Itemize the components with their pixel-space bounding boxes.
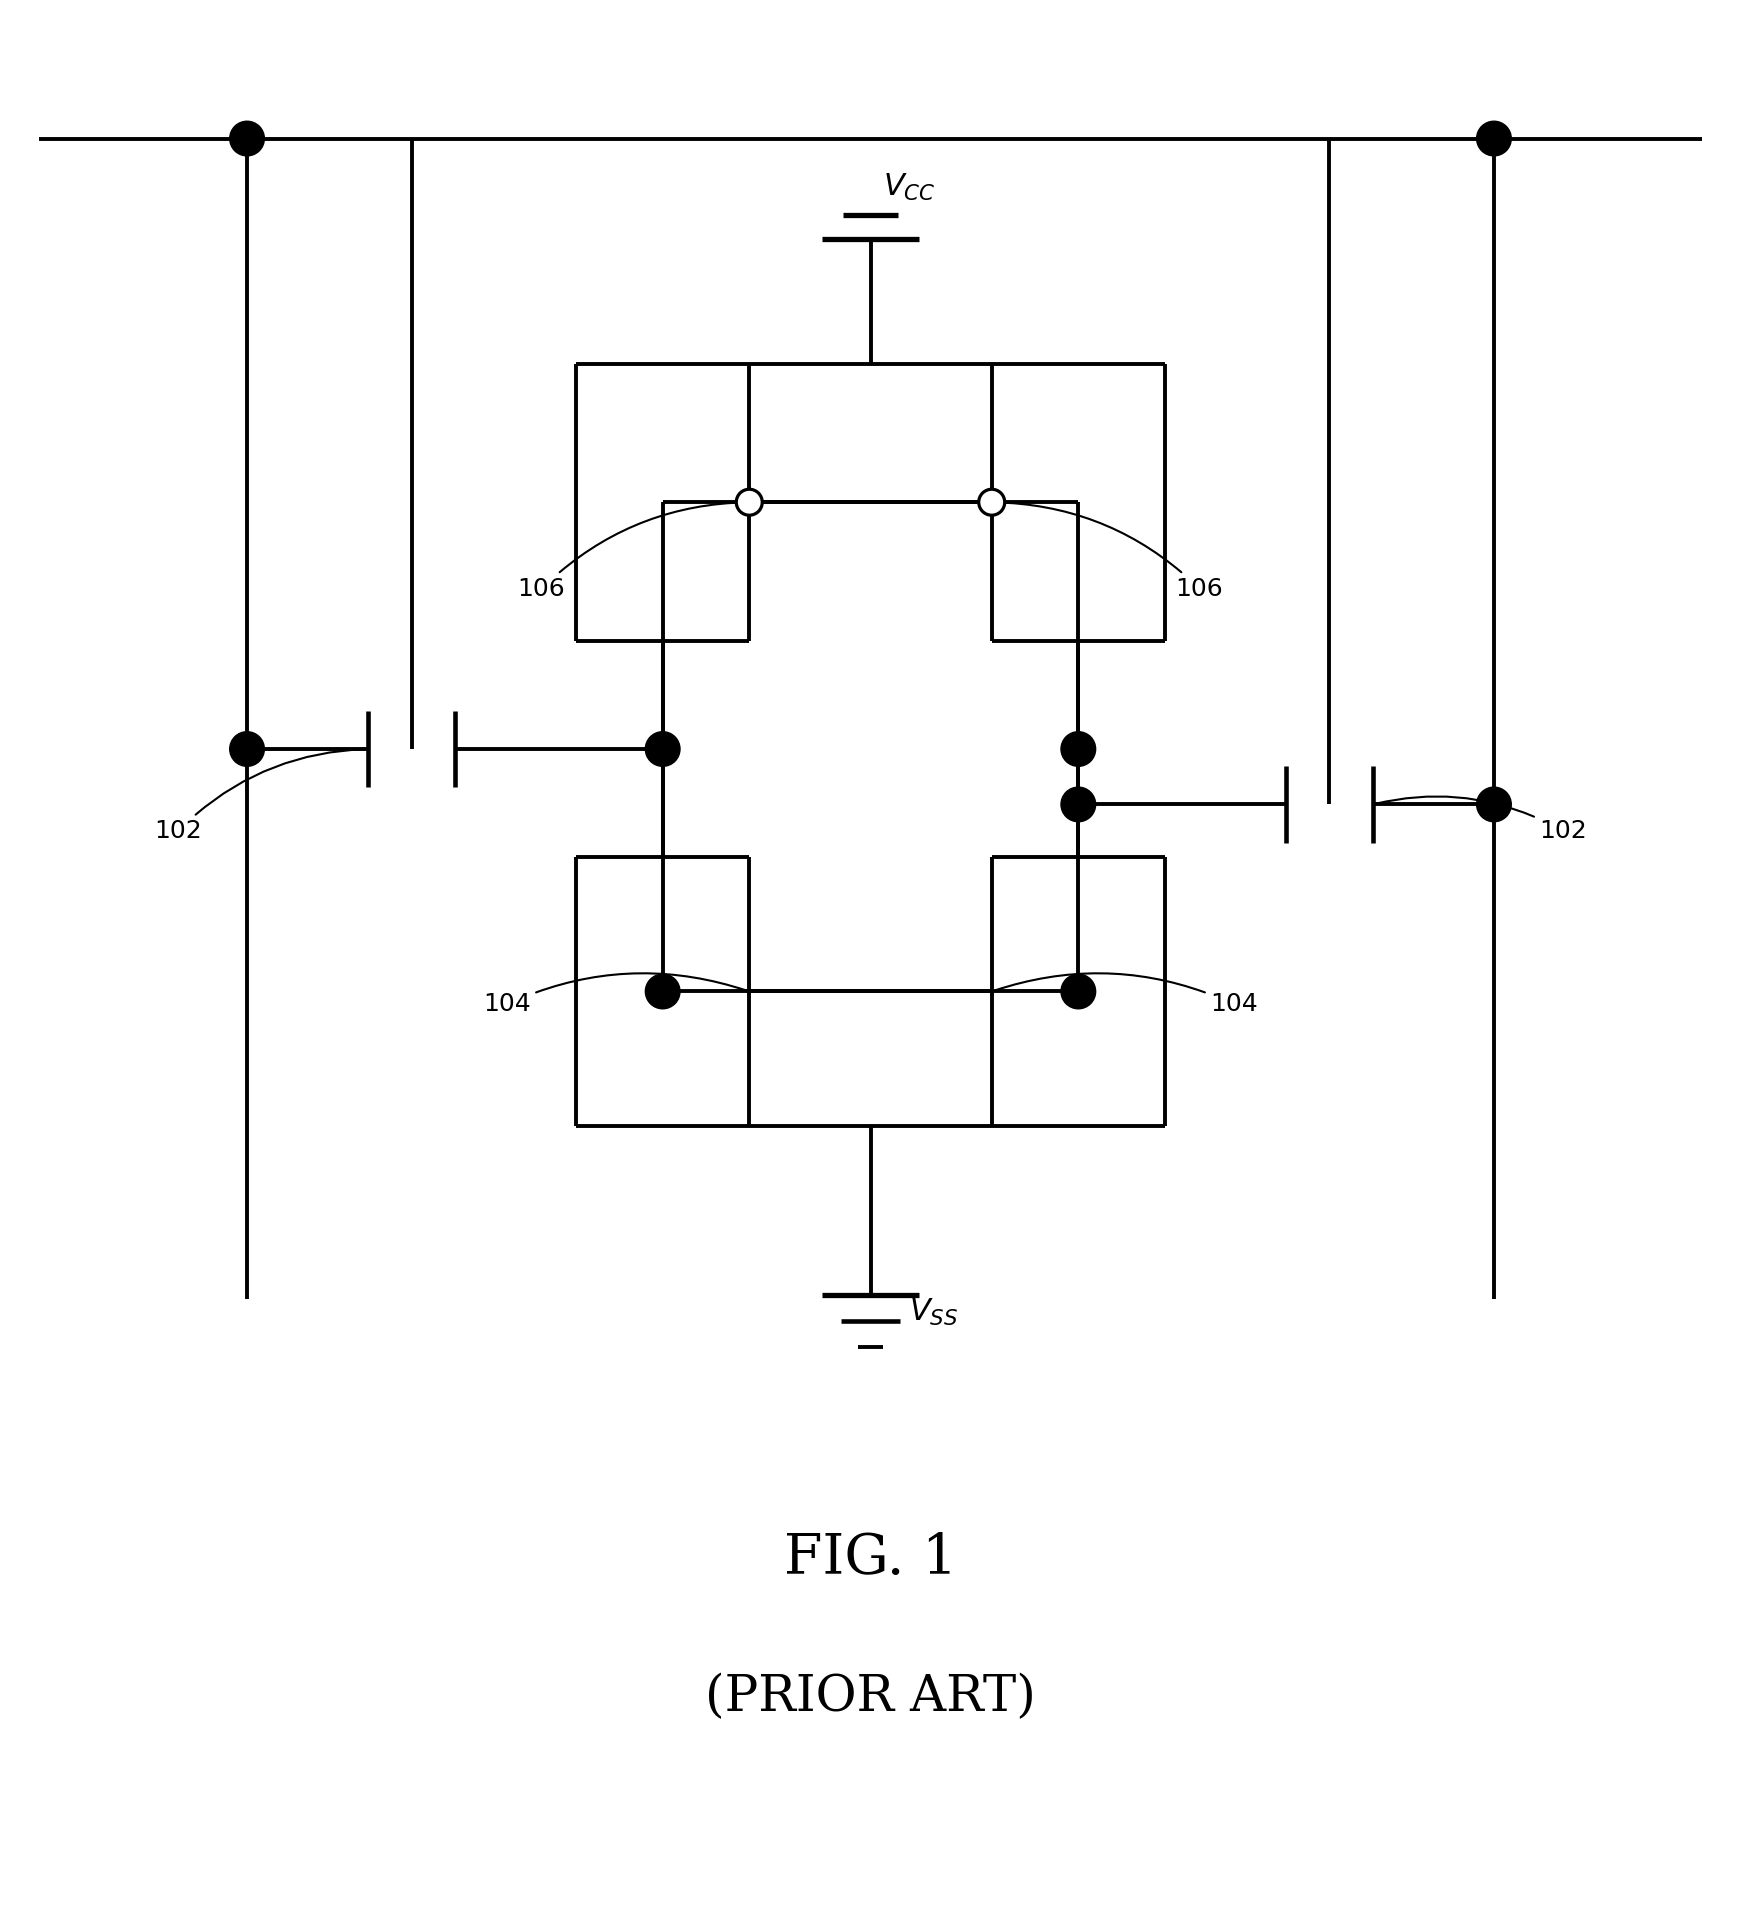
Circle shape [1476, 787, 1511, 821]
Circle shape [1060, 973, 1095, 1010]
Text: 102: 102 [1375, 796, 1588, 844]
Text: FIG. 1: FIG. 1 [783, 1532, 958, 1587]
Circle shape [230, 732, 265, 766]
Text: 106: 106 [517, 503, 747, 600]
Circle shape [1476, 122, 1511, 156]
Text: $V_{CC}$: $V_{CC}$ [883, 171, 935, 202]
Text: 104: 104 [994, 973, 1259, 1017]
Text: $V_{SS}$: $V_{SS}$ [909, 1297, 958, 1328]
Text: 104: 104 [482, 973, 747, 1017]
Circle shape [646, 973, 681, 1010]
Circle shape [978, 490, 1005, 514]
Text: 102: 102 [153, 749, 366, 844]
Circle shape [230, 122, 265, 156]
Circle shape [1060, 787, 1095, 821]
Text: 106: 106 [994, 503, 1224, 600]
Circle shape [646, 732, 681, 766]
Circle shape [1060, 732, 1095, 766]
Text: (PRIOR ART): (PRIOR ART) [705, 1673, 1036, 1722]
Circle shape [736, 490, 763, 514]
